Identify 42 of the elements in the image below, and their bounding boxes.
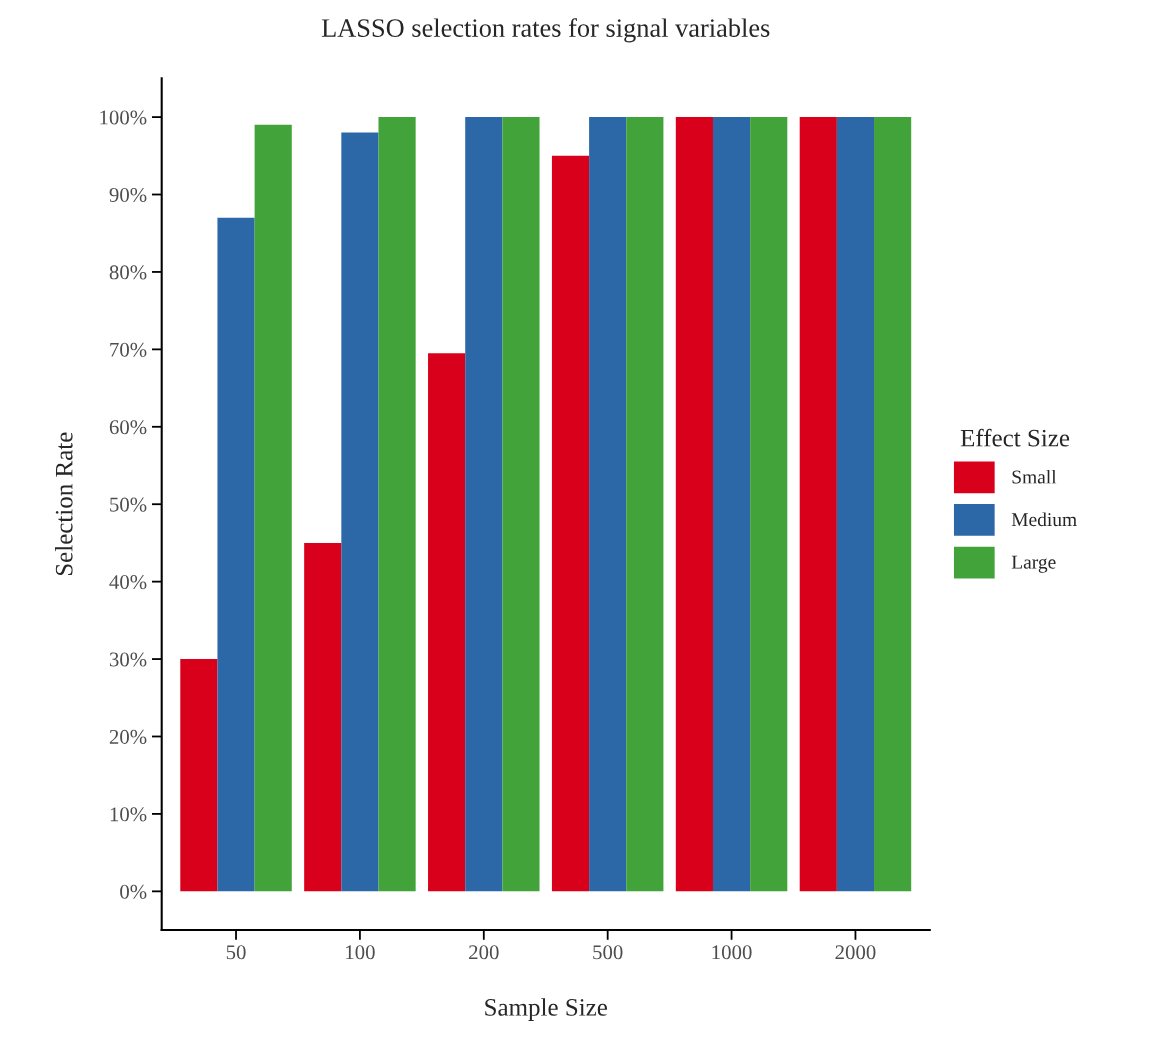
- bar: [254, 124, 292, 892]
- y-tick-label: 10%: [110, 807, 147, 822]
- bar: [589, 117, 627, 892]
- x-tick-label: 500: [593, 945, 623, 960]
- x-axis-title: Sample Size: [485, 998, 608, 1021]
- bar: [750, 117, 788, 892]
- y-tick-label: 30%: [109, 652, 147, 667]
- bar: [217, 217, 255, 892]
- y-tick-label: 90%: [109, 187, 147, 203]
- legend-label: Medium: [1011, 512, 1077, 527]
- legend-label: Small: [1012, 469, 1057, 484]
- bar: [304, 542, 342, 892]
- legend-label: Large: [1011, 555, 1056, 573]
- y-tick-label: 60%: [109, 420, 147, 435]
- y-tick-label: 0%: [120, 884, 147, 899]
- bar: [626, 117, 664, 892]
- y-tick-label: 100%: [100, 110, 147, 125]
- x-tick-label: 50: [226, 945, 246, 960]
- bar: [502, 117, 540, 892]
- legend-title: Effect Size: [960, 428, 1070, 447]
- y-tick-label: 70%: [110, 342, 147, 357]
- chart-title: LASSO selection rates for signal variables: [321, 18, 770, 43]
- bar: [465, 117, 503, 892]
- bar: [428, 353, 466, 892]
- bar: [551, 155, 590, 892]
- y-tick-label: 40%: [109, 575, 147, 590]
- x-tick-label: 2000: [835, 945, 876, 960]
- bar: [874, 117, 912, 892]
- y-axis-title: Selection Rate: [55, 432, 73, 576]
- bar: [341, 132, 379, 892]
- bar: [180, 659, 218, 892]
- bar: [675, 117, 713, 892]
- x-tick-label: 100: [346, 945, 375, 960]
- y-tick-label: 20%: [109, 729, 147, 744]
- y-tick-label: 80%: [109, 265, 147, 280]
- x-tick-label: 1000: [712, 945, 752, 960]
- bar: [378, 117, 416, 892]
- bar: [799, 117, 837, 892]
- y-tick-label: 50%: [110, 497, 147, 512]
- bar: [836, 117, 875, 892]
- bar: [712, 117, 751, 892]
- x-tick-label: 200: [469, 945, 499, 960]
